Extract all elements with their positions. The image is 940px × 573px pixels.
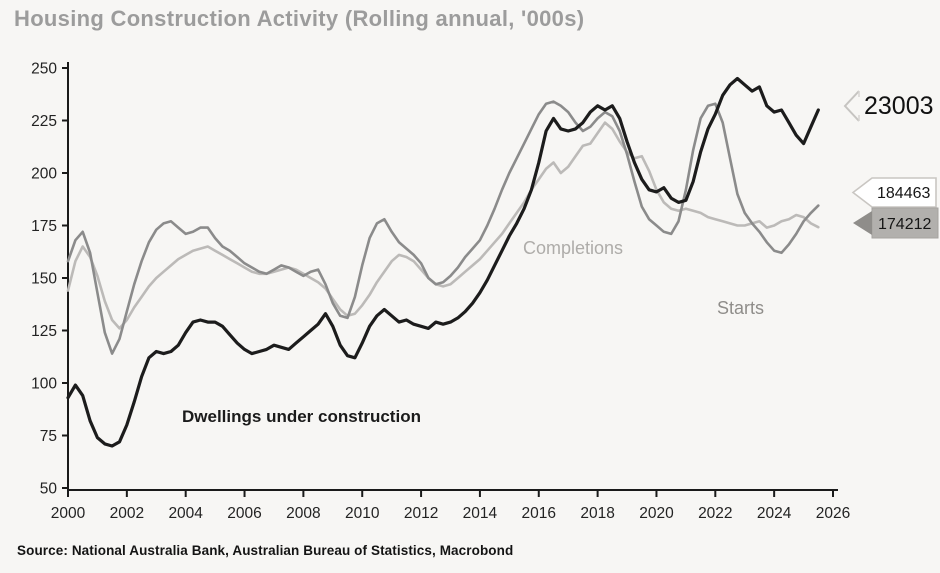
svg-text:175: 175 [31, 218, 57, 235]
svg-text:2010: 2010 [345, 505, 380, 522]
svg-text:2016: 2016 [522, 505, 556, 522]
svg-text:2014: 2014 [463, 505, 498, 522]
svg-text:125: 125 [31, 323, 57, 340]
svg-text:2006: 2006 [227, 505, 261, 522]
svg-text:100: 100 [31, 376, 57, 393]
source-attribution: Source: National Australia Bank, Austral… [17, 543, 514, 558]
callout-under-construction: 23003 [842, 88, 934, 124]
svg-text:150: 150 [31, 271, 57, 288]
callout-starts: 184463 [850, 176, 940, 210]
svg-text:2026: 2026 [816, 505, 850, 522]
svg-text:250: 250 [31, 61, 57, 78]
callout-arrow-icon [843, 90, 860, 122]
tick-labels: 50 75 100 125 150 175 200 225 250 2000 2002 2004 200… [31, 61, 850, 523]
axes [62, 62, 838, 497]
svg-text:2012: 2012 [404, 505, 438, 522]
callout-completions-shape: 174212 [853, 207, 939, 239]
series-lines [66, 76, 820, 448]
svg-text:2000: 2000 [51, 505, 86, 522]
callout-under-construction-value: 23003 [864, 91, 934, 120]
svg-text:2002: 2002 [110, 505, 144, 522]
svg-text:50: 50 [40, 481, 58, 498]
svg-text:2004: 2004 [168, 505, 203, 522]
svg-text:75: 75 [40, 428, 57, 445]
callout-completions: 174212 [849, 205, 940, 241]
callout-completions-value: 174212 [878, 216, 931, 233]
series-label-starts: Starts [717, 298, 765, 318]
svg-text:2018: 2018 [580, 505, 614, 522]
callout-starts-shape: 184463 [851, 177, 937, 208]
svg-text:2022: 2022 [698, 505, 732, 522]
svg-text:225: 225 [31, 113, 57, 130]
series-label-dwellings-under-construction: Dwellings under construction [182, 407, 421, 426]
callout-starts-value: 184463 [877, 185, 930, 202]
svg-text:200: 200 [31, 166, 57, 183]
page-title: Housing Construction Activity (Rolling a… [14, 6, 585, 31]
svg-text:2008: 2008 [286, 505, 320, 522]
series-label-completions: Completions [523, 238, 624, 258]
svg-text:2020: 2020 [639, 505, 674, 522]
svg-text:2024: 2024 [757, 505, 792, 522]
